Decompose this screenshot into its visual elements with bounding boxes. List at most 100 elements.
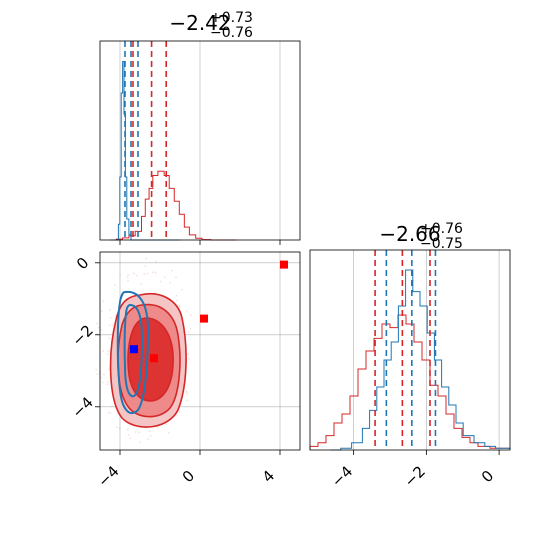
x-tick-label: −4	[328, 462, 356, 490]
x-tick-label: 0	[478, 467, 497, 486]
scatter-point	[109, 316, 112, 319]
scatter-point	[186, 399, 189, 402]
marker-square	[200, 314, 208, 323]
scatter-point	[189, 327, 192, 330]
scatter-point	[97, 326, 100, 329]
x-tick-label: 0	[179, 467, 198, 486]
histogram-red	[110, 170, 236, 241]
scatter-point	[147, 438, 150, 440]
scatter-point	[180, 288, 183, 291]
x-tick-label: −2	[401, 462, 429, 490]
scatter-point	[178, 305, 181, 307]
marker-square	[280, 260, 288, 269]
scatter-point	[135, 274, 138, 277]
y-tick-label: −4	[69, 393, 97, 421]
scatter-point	[155, 260, 158, 263]
x-tick-label: 4	[259, 467, 278, 486]
x-tick-label: −4	[94, 462, 122, 490]
scatter-point	[159, 280, 162, 283]
title-superscript: +0.73	[210, 10, 253, 26]
scatter-point	[119, 274, 121, 277]
contour-panel: −4 0 4 0 −2 −4	[69, 251, 301, 491]
scatter-point	[100, 310, 103, 313]
scatter-point	[96, 373, 99, 376]
scatter-point	[126, 276, 129, 279]
contour-outer-blue	[116, 290, 150, 415]
scatter-point	[167, 431, 170, 434]
panel-frame	[309, 249, 511, 451]
scatter-point	[107, 350, 110, 353]
scatter-point	[106, 353, 109, 356]
scatter-point	[114, 284, 116, 286]
scatter-point	[132, 272, 135, 275]
scatter-point	[138, 431, 141, 434]
title-subscript: −0.76	[210, 25, 253, 41]
scatter-point	[175, 276, 177, 279]
histogram-blue	[110, 61, 180, 241]
scatter-point	[144, 265, 147, 267]
scatter-point	[134, 431, 137, 433]
scatter-point	[138, 441, 141, 444]
histogram-panel-x: −2.42 +0.73 −0.76	[99, 10, 301, 245]
marker-square	[150, 354, 158, 363]
scatter-point	[127, 279, 129, 282]
scatter-point	[111, 405, 113, 408]
scatter-point	[106, 383, 109, 386]
scatter-point	[129, 437, 132, 440]
y-tick-label: −2	[69, 321, 97, 349]
scatter-point	[106, 381, 109, 383]
panel-background	[310, 250, 510, 450]
scatter-point	[96, 322, 99, 325]
marker-square	[130, 345, 138, 354]
scatter-point	[143, 273, 146, 275]
title-main: −2.42	[169, 11, 230, 35]
scatter-point	[171, 269, 174, 272]
scatter-point	[146, 272, 149, 275]
title-main: −2.66	[379, 222, 440, 246]
scatter-point	[156, 426, 159, 429]
scatter-point	[108, 411, 110, 414]
scatter-point	[103, 373, 105, 376]
scatter-point	[178, 305, 181, 308]
scatter-point	[154, 271, 157, 274]
scatter-point	[140, 282, 143, 285]
scatter-point	[187, 331, 190, 333]
scatter-point	[165, 423, 168, 426]
scatter-point	[187, 353, 190, 356]
histogram-title-x: −2.42	[169, 11, 230, 35]
scatter-point	[108, 337, 111, 340]
scatter-point	[127, 274, 130, 276]
contour-inner-blue	[123, 303, 144, 398]
title-superscript: +0.76	[420, 221, 463, 237]
scatter-point	[175, 294, 178, 297]
scatter-point	[108, 368, 111, 371]
scatter-point	[189, 314, 192, 316]
histogram-blue	[330, 269, 511, 451]
scatter-point	[145, 257, 148, 260]
scatter-point	[96, 332, 99, 335]
scatter-point	[109, 412, 112, 415]
scatter-point	[126, 428, 129, 431]
scatter-point	[154, 291, 157, 294]
scatter-point	[111, 324, 114, 327]
scatter-point	[185, 391, 188, 394]
scatter-point	[185, 390, 188, 393]
scatter-point	[118, 427, 121, 429]
scatter-point	[108, 324, 111, 327]
scatter-point	[95, 368, 98, 371]
scatter-point	[188, 357, 190, 360]
scatter-point	[175, 299, 178, 302]
scatter-point	[109, 309, 112, 311]
histogram-title-y: −2.66	[379, 222, 440, 246]
scatter-point	[102, 299, 105, 302]
scatter-point	[127, 434, 130, 436]
y-tick-label: 0	[73, 254, 92, 273]
scatter-point	[101, 381, 104, 384]
scatter-point	[148, 430, 151, 433]
scatter-point	[169, 281, 172, 284]
title-subscript: −0.75	[420, 236, 463, 252]
scatter-point	[115, 426, 118, 428]
scatter-point	[102, 350, 104, 353]
scatter-point	[163, 276, 166, 279]
